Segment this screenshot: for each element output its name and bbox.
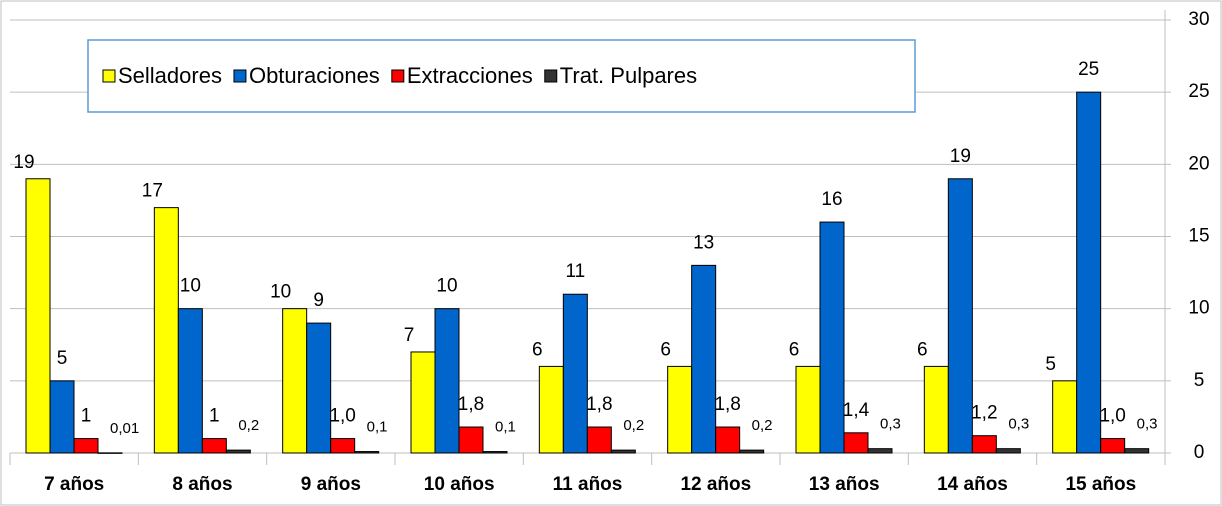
legend-label: Selladores [118, 63, 222, 88]
bar [923, 365, 949, 454]
data-label: 1 [81, 406, 92, 427]
data-label: 5 [1045, 354, 1056, 375]
x-tick-label: 13 años [809, 474, 880, 495]
data-label: 19 [13, 152, 34, 173]
data-label: 1 [209, 406, 220, 427]
data-label: 1,8 [714, 394, 740, 415]
bar [482, 451, 508, 454]
x-tick-label: 7 años [44, 474, 104, 495]
x-tick-label: 12 años [680, 474, 751, 495]
data-label: 0,3 [880, 416, 901, 433]
y-tick-label: 30 [1188, 9, 1209, 30]
data-label: 6 [660, 339, 671, 360]
data-label: 10 [436, 276, 457, 297]
y-tick-label: 20 [1188, 153, 1209, 174]
bar [971, 435, 997, 454]
legend-box [87, 39, 916, 113]
legend-swatch [102, 69, 116, 83]
bar [819, 221, 845, 454]
bar [538, 365, 564, 454]
bar [177, 308, 203, 454]
bar [1100, 438, 1126, 454]
data-label: 10 [270, 282, 291, 303]
data-label: 1,2 [971, 403, 997, 424]
data-label: 0,2 [752, 417, 773, 434]
data-label: 1,0 [1099, 406, 1125, 427]
bar [610, 449, 636, 454]
data-label: 7 [404, 325, 415, 346]
bar [49, 380, 75, 454]
data-label: 0,3 [1137, 416, 1158, 433]
bar [867, 448, 893, 454]
bar [434, 308, 460, 454]
data-label: 1,4 [843, 400, 870, 421]
bar [225, 449, 251, 454]
y-tick-label: 15 [1188, 226, 1209, 247]
data-label: 17 [142, 181, 163, 202]
data-label: 0,1 [367, 419, 388, 436]
bar [739, 449, 765, 454]
bar [691, 264, 717, 454]
y-tick-label: 0 [1194, 442, 1205, 463]
bar [201, 438, 227, 454]
bar [586, 426, 612, 454]
legend-label: Extracciones [407, 63, 533, 88]
data-label: 6 [789, 339, 800, 360]
data-label: 9 [313, 290, 324, 311]
x-tick-label: 10 años [424, 474, 495, 495]
bar [282, 308, 308, 454]
bar [458, 426, 484, 454]
data-label: 19 [950, 146, 971, 167]
data-label: 0,1 [495, 419, 516, 436]
bar [1124, 448, 1150, 454]
bar [562, 293, 588, 454]
bar [410, 351, 436, 454]
data-label: 11 [565, 261, 585, 282]
x-tick-label: 15 años [1065, 474, 1136, 495]
bar [97, 452, 123, 454]
data-label: 5 [57, 348, 68, 369]
legend-swatch [544, 69, 558, 83]
bar [995, 448, 1021, 454]
data-label: 0,2 [623, 417, 644, 434]
data-label: 16 [821, 189, 842, 210]
bar [306, 322, 332, 454]
x-tick-label: 14 años [937, 474, 1008, 495]
bar [947, 178, 973, 454]
legend-swatch [391, 69, 405, 83]
x-tick-label: 11 años [553, 474, 623, 495]
bar [354, 451, 380, 454]
bar [843, 432, 869, 454]
data-label: 0,2 [238, 417, 259, 434]
data-label: 1,8 [586, 394, 612, 415]
bar [795, 365, 821, 454]
data-label: 6 [532, 339, 543, 360]
bar [667, 365, 693, 454]
x-tick-label: 8 años [172, 474, 232, 495]
data-label: 0,01 [110, 420, 139, 437]
bar [1052, 380, 1078, 454]
y-tick-label: 10 [1188, 298, 1209, 319]
bar [73, 438, 99, 454]
bar [153, 207, 179, 454]
legend-label: Trat. Pulpares [560, 63, 697, 88]
legend-label: Obturaciones [249, 63, 380, 88]
data-label: 13 [693, 232, 714, 253]
data-label: 1,8 [458, 394, 484, 415]
bar [330, 438, 356, 454]
data-label: 25 [1078, 59, 1099, 80]
legend-swatch [233, 69, 247, 83]
data-label: 6 [917, 339, 928, 360]
x-tick-label: 9 años [301, 474, 361, 495]
data-label: 1,0 [329, 406, 355, 427]
y-tick-label: 25 [1188, 81, 1209, 102]
bar [1076, 91, 1102, 454]
y-tick-label: 5 [1194, 370, 1205, 391]
data-label: 0,3 [1008, 416, 1029, 433]
data-label: 10 [180, 276, 201, 297]
bar [25, 178, 51, 454]
bar [715, 426, 741, 454]
